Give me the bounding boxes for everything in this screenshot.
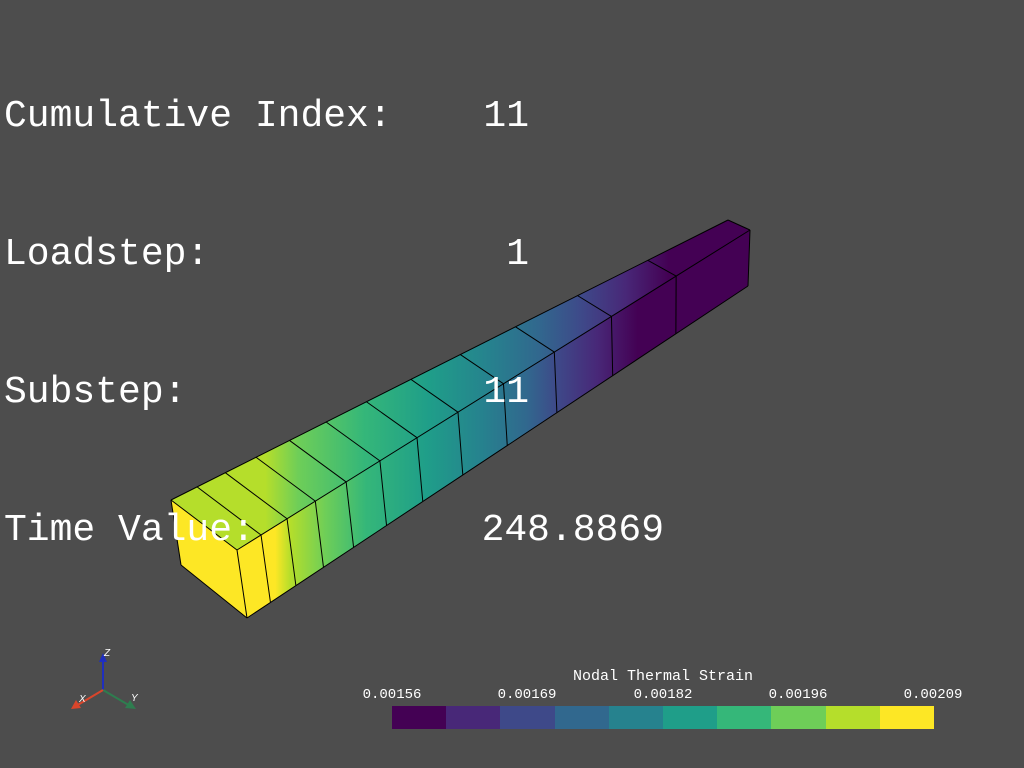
- beam-outline: [180, 564, 248, 619]
- strain-beam-model[interactable]: [170, 219, 751, 619]
- time-value-value: 248.8869: [481, 509, 664, 552]
- beam-outline: [236, 549, 248, 619]
- y-axis-label: Y: [131, 693, 139, 704]
- element-edge: [196, 486, 262, 536]
- element-edge: [553, 352, 558, 413]
- x-axis-label: X: [78, 694, 86, 705]
- colorbar-tick: 0.00196: [768, 687, 828, 703]
- beam-outline: [170, 219, 729, 501]
- substep-value: 11: [483, 371, 529, 414]
- colorbar-segment: [392, 706, 447, 729]
- colorbar-segment: [554, 706, 609, 729]
- element-edge: [366, 401, 418, 439]
- element-edge: [314, 501, 324, 568]
- element-edge: [325, 421, 381, 462]
- beam-top-face: [171, 220, 750, 550]
- substep-row: Substep: 11: [4, 370, 529, 416]
- beam-outline: [236, 229, 751, 551]
- element-edge: [460, 354, 504, 385]
- beam-end-face: [171, 500, 247, 618]
- cumulative-index-label: Cumulative Index:: [4, 95, 392, 138]
- colorbar-segment: [500, 706, 555, 729]
- element-edge: [260, 534, 271, 603]
- element-edge: [379, 460, 388, 526]
- element-edge: [577, 295, 612, 317]
- colorbar-scale: [392, 706, 935, 729]
- element-edge: [610, 316, 614, 376]
- time-value-label: Time Value:: [4, 509, 255, 552]
- x-axis-arrow: [71, 700, 81, 709]
- element-edge: [286, 518, 297, 586]
- colorbar-segment: [717, 706, 772, 729]
- element-edge: [225, 472, 288, 520]
- colorbar-segment: [771, 706, 826, 729]
- axes-triad: Z Y X: [71, 648, 139, 709]
- colorbar-segment: [608, 706, 664, 729]
- z-axis-label: Z: [103, 648, 111, 659]
- element-edge: [515, 326, 555, 353]
- x-axis-line: [75, 689, 104, 707]
- element-edge: [416, 437, 424, 502]
- cumulative-index-row: Cumulative Index: 11: [4, 94, 529, 140]
- loadstep-value: 1: [506, 233, 529, 276]
- y-axis-arrow: [125, 700, 136, 709]
- beam-outline: [727, 219, 751, 231]
- time-value-row: Time Value: 248.8869: [4, 508, 664, 554]
- beam-outline: [170, 499, 182, 566]
- element-edge: [502, 383, 508, 446]
- element-edge: [289, 440, 347, 483]
- colorbar-tick: 0.00182: [633, 687, 693, 703]
- beam-outline: [747, 229, 751, 287]
- colorbar-segment: [446, 706, 501, 729]
- result-info-overlay: Cumulative Index: 11 Loadstep: 1 Substep…: [4, 2, 664, 600]
- loadstep-label: Loadstep:: [4, 233, 210, 276]
- loadstep-row: Loadstep: 1: [4, 232, 529, 278]
- element-edge: [345, 481, 355, 548]
- substep-label: Substep:: [4, 371, 187, 414]
- cumulative-index-value: 11: [483, 95, 529, 138]
- beam-outline: [246, 285, 749, 619]
- colorbar-tick: 0.00156: [362, 687, 422, 703]
- element-edge: [255, 456, 316, 502]
- colorbar-segment: [825, 706, 880, 729]
- element-mesh-lines: [170, 219, 751, 619]
- colorbar-title: Nodal Thermal Strain: [572, 668, 754, 685]
- y-axis-line: [102, 689, 133, 708]
- beam-side-face: [237, 230, 750, 618]
- colorbar-tick: 0.00169: [497, 687, 557, 703]
- beam-outline: [170, 499, 238, 551]
- colorbar-segment: [879, 706, 935, 729]
- colorbar-tick: 0.00209: [903, 687, 963, 703]
- element-edge: [410, 378, 459, 413]
- element-edge: [457, 412, 464, 476]
- element-edge: [647, 259, 677, 277]
- colorbar-segment: [663, 706, 718, 729]
- z-axis-arrow: [99, 653, 107, 662]
